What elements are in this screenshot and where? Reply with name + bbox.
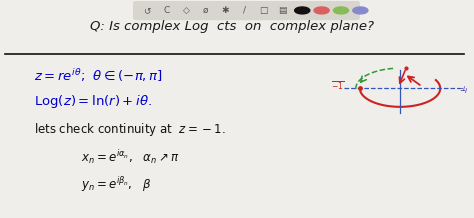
Text: ✱: ✱: [221, 6, 228, 15]
Text: ↺: ↺: [144, 6, 151, 15]
Text: $x_n = e^{i\alpha_n}$,   $\alpha_n \nearrow \pi$: $x_n = e^{i\alpha_n}$, $\alpha_n \nearro…: [81, 148, 180, 166]
Text: ▤: ▤: [279, 6, 287, 15]
Text: Q: Is complex Log  cts  on  complex plane?: Q: Is complex Log cts on complex plane?: [90, 20, 374, 33]
Text: $\overline{-1}$: $\overline{-1}$: [331, 80, 345, 92]
Circle shape: [295, 7, 310, 14]
Text: $-i$: $-i$: [459, 86, 469, 95]
Circle shape: [333, 7, 348, 14]
Text: ◇: ◇: [182, 6, 190, 15]
Text: lets check continuity at  $z=-1$.: lets check continuity at $z=-1$.: [34, 121, 226, 138]
Text: /: /: [243, 6, 246, 15]
Text: ø: ø: [202, 6, 208, 15]
Text: $\mathrm{Log}(z) = \ln(r) + i\theta$.: $\mathrm{Log}(z) = \ln(r) + i\theta$.: [34, 93, 152, 110]
FancyBboxPatch shape: [133, 1, 360, 20]
Text: C: C: [164, 6, 170, 15]
Text: □: □: [259, 6, 268, 15]
Text: $z = re^{i\theta}$;  $\theta \in (-\pi, \pi]$: $z = re^{i\theta}$; $\theta \in (-\pi, \…: [34, 67, 163, 84]
Circle shape: [314, 7, 329, 14]
Text: $-i$: $-i$: [457, 84, 467, 93]
Circle shape: [353, 7, 368, 14]
Text: $y_n = e^{i\beta_n}$,   $\beta$: $y_n = e^{i\beta_n}$, $\beta$: [81, 175, 152, 194]
